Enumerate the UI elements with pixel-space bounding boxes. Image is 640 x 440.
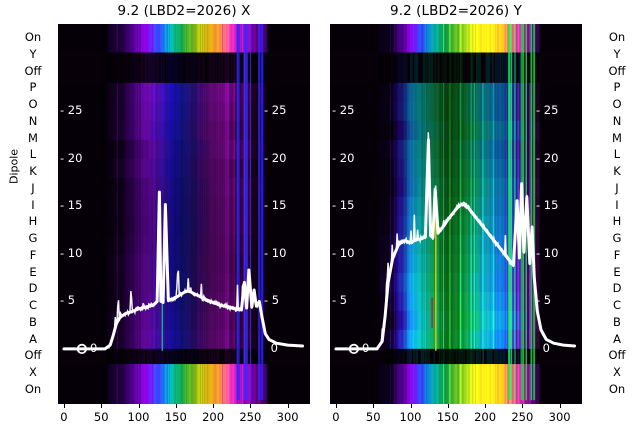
y-category-label: C	[28, 298, 38, 313]
x-tick-mark	[213, 404, 215, 408]
y-category-label: G	[28, 231, 38, 246]
y-category-label: P	[29, 80, 37, 95]
x-tick-label: 100	[127, 410, 150, 424]
y-category-label: P	[613, 80, 621, 95]
panel-title-y: 9.2 (LBD2=2026) Y	[390, 3, 522, 19]
y-category-label: Y	[613, 46, 621, 61]
profile-line	[62, 190, 305, 351]
x-tick-label: 150	[164, 410, 187, 424]
y-category-label: A	[613, 331, 621, 346]
y-category-label: L	[613, 147, 621, 162]
y-category-label: H	[28, 214, 38, 229]
y-category-label: H	[612, 214, 622, 229]
y-category-ticks-right: On Y Off P O N M L K J I H G F E D C B A Off X On	[600, 24, 634, 404]
x-tick-mark	[250, 404, 252, 408]
profile-line	[63, 191, 304, 350]
y-category-label: Y	[29, 46, 37, 61]
y-category-label: I	[31, 197, 35, 212]
y-category-label: M	[612, 130, 622, 145]
x-tick-label: 100	[399, 410, 422, 424]
x-tick-label: 250	[239, 410, 262, 424]
x-tick-mark	[559, 404, 561, 408]
y-category-label: E	[29, 264, 37, 279]
y-category-label: F	[29, 247, 37, 262]
x-tick-mark	[335, 404, 337, 408]
x-tick-label: 50	[93, 410, 109, 424]
y-category-label: D	[28, 281, 38, 296]
x-tick-label: 200	[474, 410, 497, 424]
x-tick-label: 0	[332, 410, 340, 424]
x-tick-label: 300	[276, 410, 299, 424]
y-category-label: On	[608, 30, 626, 44]
x-tick-mark	[485, 404, 487, 408]
y-category-label: K	[29, 164, 37, 179]
y-category-label: B	[29, 314, 37, 329]
x-tick-label: 250	[511, 410, 534, 424]
y-category-label: K	[613, 164, 621, 179]
x-tick-mark	[410, 404, 412, 408]
y-category-label: M	[28, 130, 38, 145]
y-category-label: F	[613, 247, 621, 262]
y-category-label: Off	[24, 63, 42, 78]
x-axis-left: 0 50 100 150 200 250 300	[58, 404, 310, 440]
y-category-label: J	[31, 180, 35, 195]
y-category-label: Off	[608, 348, 626, 363]
baseline-marker	[76, 343, 87, 354]
x-tick-mark	[287, 404, 289, 408]
x-tick-mark	[373, 404, 375, 408]
y-category-label: X	[29, 365, 37, 380]
y-category-label: O	[612, 97, 622, 112]
y-category-label: On	[24, 30, 42, 44]
x-tick-mark	[101, 404, 103, 408]
y-category-label: N	[612, 113, 622, 128]
overlay-marker-line	[435, 198, 437, 351]
baseline-marker	[348, 343, 359, 354]
x-tick-label: 200	[202, 410, 225, 424]
profile-trace-x	[62, 190, 305, 354]
y-category-label: Off	[608, 63, 626, 78]
y-category-label: I	[615, 197, 619, 212]
x-tick-label: 150	[436, 410, 459, 424]
heatmap-image-y	[330, 24, 582, 404]
overlay-marker-line	[161, 301, 164, 351]
y-category-label: D	[612, 281, 622, 296]
y-category-label: Off	[24, 348, 42, 363]
y-category-label: G	[612, 231, 622, 246]
y-category-label: E	[613, 264, 621, 279]
y-category-label: L	[29, 147, 37, 162]
profile-trace-y	[334, 132, 577, 354]
x-tick-mark	[63, 404, 65, 408]
x-tick-label: 50	[365, 410, 381, 424]
y-category-label: C	[612, 298, 622, 313]
y-category-label: J	[615, 180, 619, 195]
x-tick-label: 0	[60, 410, 68, 424]
y-category-label: X	[613, 365, 621, 380]
y-category-label: B	[613, 314, 621, 329]
x-tick-mark	[175, 404, 177, 408]
y-category-label: On	[24, 382, 42, 396]
y-category-label: On	[608, 382, 626, 396]
x-tick-mark	[447, 404, 449, 408]
y-category-label: O	[28, 97, 38, 112]
y-category-ticks-left: On Y Off P O N M L K J I H G F E D C B A Off X On	[16, 24, 50, 404]
x-tick-mark	[522, 404, 524, 408]
x-tick-mark	[138, 404, 140, 408]
profile-noise	[379, 132, 544, 345]
y-category-label: A	[29, 331, 37, 346]
x-tick-label: 300	[548, 410, 571, 424]
profile-noise	[107, 205, 272, 349]
x-axis-right: 0 50 100 150 200 250 300	[330, 404, 582, 440]
panel-title-x: 9.2 (LBD2=2026) X	[117, 3, 251, 19]
y-category-label: N	[28, 113, 38, 128]
overlay-marker-line	[431, 297, 433, 328]
